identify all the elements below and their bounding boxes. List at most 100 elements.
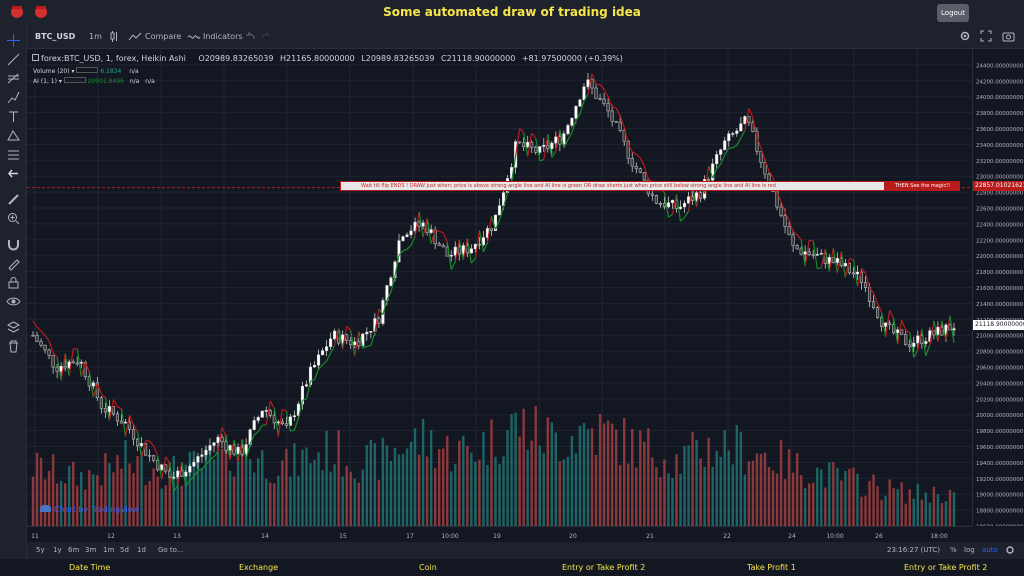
interval-button[interactable]: 1m	[89, 32, 102, 41]
range-5d[interactable]: 5d	[120, 546, 129, 554]
volume-bar	[868, 480, 871, 526]
ai-segment	[864, 273, 871, 288]
logout-button[interactable]: Logout	[937, 4, 969, 22]
magnet-icon[interactable]	[6, 237, 21, 252]
range-1y[interactable]: 1y	[53, 546, 62, 554]
redo-icon[interactable]	[261, 32, 271, 41]
volume-bar	[442, 448, 445, 526]
trash-icon[interactable]	[6, 339, 21, 354]
ai-segment	[442, 232, 448, 243]
ai-segment	[527, 133, 533, 157]
candle-body	[924, 341, 928, 344]
price-scale[interactable]: 24400.00000000 24200.00000000 24000.000000…	[972, 49, 1024, 526]
volume-bar	[651, 457, 654, 526]
scale-settings-icon[interactable]	[1005, 545, 1015, 555]
volume-bar	[799, 475, 803, 526]
fib-icon[interactable]	[6, 71, 21, 86]
candle-style-icon[interactable]	[110, 31, 119, 42]
range-1d[interactable]: 1d	[137, 546, 146, 554]
candle-body	[876, 307, 880, 318]
percent-toggle[interactable]: %	[950, 546, 957, 554]
ruler-icon[interactable]	[6, 192, 21, 207]
ai-segment	[338, 328, 344, 350]
candle-body	[119, 420, 124, 424]
compare-icon[interactable]	[128, 31, 142, 42]
goto-button[interactable]: Go to...	[158, 546, 184, 554]
volume-bar	[100, 485, 103, 526]
log-toggle[interactable]: log	[964, 546, 975, 554]
lock-drawing-icon[interactable]	[6, 256, 21, 271]
volume-bar	[212, 459, 216, 526]
range-3m[interactable]: 3m	[85, 546, 97, 554]
ai-segment	[136, 431, 143, 458]
price-tick-label: 21400.00000000	[976, 302, 1024, 308]
price-chart[interactable]	[27, 49, 972, 526]
last-price-tag: 21118.90000000	[973, 320, 1024, 330]
volume-bar	[643, 441, 646, 526]
range-5y[interactable]: 5y	[36, 546, 45, 554]
candle-body	[542, 145, 546, 147]
layers-icon[interactable]	[6, 320, 21, 335]
volume-bar	[755, 453, 759, 526]
volume-bar	[856, 473, 859, 526]
candle-body	[707, 179, 711, 181]
candle-body	[590, 79, 594, 89]
candle-body	[497, 205, 502, 216]
volume-study-name[interactable]: Volume (20)	[33, 68, 70, 75]
undo-icon[interactable]	[245, 32, 255, 41]
ai-segment	[832, 248, 838, 273]
volume-bar	[216, 448, 220, 526]
candle-body	[140, 443, 144, 447]
settings-icon[interactable]	[959, 30, 971, 42]
indicators-button[interactable]: Indicators	[203, 32, 243, 41]
ai-segment	[639, 157, 645, 166]
ai-study-name[interactable]: AI (1, 1)	[33, 78, 57, 85]
volume-bar	[341, 476, 344, 526]
back-arrow-icon[interactable]	[6, 166, 21, 181]
candle-body	[530, 142, 534, 148]
trend-line-icon[interactable]	[6, 52, 21, 67]
auto-toggle[interactable]: auto	[982, 546, 998, 554]
chart-pane[interactable]	[27, 49, 972, 526]
ai-segment	[663, 192, 670, 218]
prediction-icon[interactable]	[6, 147, 21, 162]
range-1m[interactable]: 1m	[103, 546, 115, 554]
candle-body	[578, 99, 582, 107]
ai-segment	[809, 239, 814, 242]
candle-body	[634, 165, 638, 169]
candle-body	[626, 141, 630, 159]
ai-segment	[76, 348, 82, 377]
indicators-icon[interactable]	[187, 31, 201, 42]
volume-bar	[779, 439, 783, 526]
text-icon[interactable]	[6, 109, 21, 124]
zoom-in-icon[interactable]	[6, 211, 21, 226]
symbol-search[interactable]: BTC_USD	[35, 32, 76, 41]
ai-controls-icon[interactable]	[63, 77, 86, 83]
pattern-icon[interactable]	[6, 128, 21, 143]
range-6m[interactable]: 6m	[68, 546, 80, 554]
ai-segment	[615, 107, 621, 117]
collapse-icon[interactable]	[32, 54, 39, 61]
ai-segment	[80, 362, 86, 377]
ai-segment	[434, 228, 440, 232]
footer-coin: Coin	[419, 563, 437, 572]
volume-bar	[232, 476, 236, 526]
ai-segment	[897, 319, 903, 345]
ai-segment	[535, 138, 541, 161]
candle-body	[200, 454, 204, 457]
volume-bar	[498, 464, 501, 526]
time-scale[interactable]: 11 12 13 14 15 17 10:00 19 20 21 22 24 10:00 26 18:00	[27, 526, 972, 542]
candle-body	[417, 221, 421, 227]
fullscreen-icon[interactable]	[980, 30, 992, 42]
volume-bar	[252, 472, 256, 526]
study-controls-icon[interactable]	[76, 67, 99, 73]
compare-button[interactable]: Compare	[145, 32, 182, 41]
candle-body	[691, 196, 695, 201]
lock-icon[interactable]	[6, 275, 21, 290]
ai-segment	[185, 480, 191, 487]
brush-icon[interactable]	[6, 90, 21, 105]
ai-value: 20901.8496	[87, 78, 124, 85]
camera-icon[interactable]	[1002, 30, 1015, 42]
crosshair-icon[interactable]	[6, 33, 21, 48]
eye-icon[interactable]	[6, 294, 21, 309]
